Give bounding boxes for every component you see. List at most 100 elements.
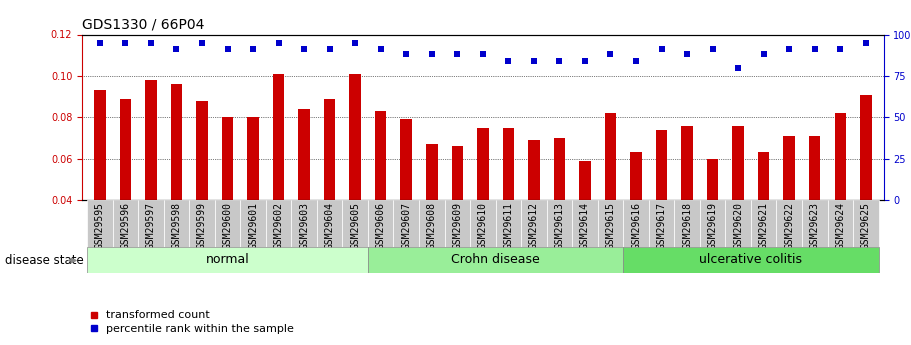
Bar	[350, 74, 361, 283]
Text: GSM29612: GSM29612	[529, 203, 539, 249]
Text: GSM29624: GSM29624	[835, 203, 845, 249]
Bar	[452, 146, 463, 283]
Text: GSM29609: GSM29609	[452, 203, 462, 249]
Text: GSM29619: GSM29619	[708, 203, 718, 249]
Point	[425, 52, 439, 57]
Bar	[247, 117, 259, 283]
Bar	[656, 130, 667, 283]
Bar	[598, 200, 623, 247]
Legend: transformed count, percentile rank within the sample: transformed count, percentile rank withi…	[87, 308, 297, 336]
Bar	[368, 247, 623, 273]
Point	[271, 40, 286, 46]
Point	[501, 58, 516, 64]
Text: GSM29616: GSM29616	[631, 203, 641, 249]
Point	[552, 58, 567, 64]
Point	[731, 65, 745, 70]
Bar	[324, 99, 335, 283]
Text: GSM29620: GSM29620	[733, 203, 743, 249]
Bar	[572, 200, 598, 247]
Text: GSM29597: GSM29597	[146, 203, 156, 249]
Point	[399, 52, 414, 57]
Point	[680, 52, 694, 57]
Text: GSM29622: GSM29622	[784, 203, 794, 249]
Bar	[419, 200, 445, 247]
Text: GSM29625: GSM29625	[861, 203, 871, 249]
Bar	[623, 247, 878, 273]
Bar	[292, 200, 317, 247]
Bar	[732, 126, 744, 283]
Bar	[215, 200, 241, 247]
Text: GSM29613: GSM29613	[555, 203, 565, 249]
Bar	[834, 113, 846, 283]
Text: Crohn disease: Crohn disease	[451, 253, 540, 266]
Point	[476, 52, 490, 57]
Bar	[802, 200, 827, 247]
Bar	[547, 200, 572, 247]
Point	[144, 40, 159, 46]
Text: GSM29595: GSM29595	[95, 203, 105, 249]
Text: GSM29599: GSM29599	[197, 203, 207, 249]
Point	[629, 58, 643, 64]
Point	[118, 40, 133, 46]
Bar	[401, 119, 412, 283]
Bar	[827, 200, 853, 247]
Text: GSM29621: GSM29621	[759, 203, 769, 249]
Bar	[94, 90, 106, 283]
Bar	[707, 159, 719, 283]
Text: GSM29615: GSM29615	[606, 203, 616, 249]
Bar	[758, 152, 770, 283]
Text: GSM29603: GSM29603	[299, 203, 309, 249]
Point	[220, 47, 235, 52]
Text: GSM29605: GSM29605	[350, 203, 360, 249]
Text: disease state: disease state	[5, 254, 83, 267]
Bar	[674, 200, 700, 247]
Point	[756, 52, 771, 57]
Bar	[164, 200, 189, 247]
Bar	[477, 128, 488, 283]
Bar	[623, 200, 649, 247]
Bar	[196, 101, 208, 283]
Bar	[317, 200, 343, 247]
Point	[603, 52, 618, 57]
Bar	[503, 128, 514, 283]
Point	[858, 40, 873, 46]
Bar	[87, 247, 368, 273]
Bar	[368, 200, 394, 247]
Bar	[528, 140, 539, 283]
Bar	[394, 200, 419, 247]
Bar	[630, 152, 641, 283]
Point	[246, 47, 261, 52]
Text: ulcerative colitis: ulcerative colitis	[700, 253, 803, 266]
Bar	[496, 200, 521, 247]
Bar	[783, 136, 795, 283]
Point	[527, 58, 541, 64]
Point	[782, 47, 796, 52]
Text: normal: normal	[206, 253, 250, 266]
Bar	[605, 113, 616, 283]
Bar	[189, 200, 215, 247]
Text: GSM29602: GSM29602	[273, 203, 283, 249]
Bar	[521, 200, 547, 247]
Bar	[221, 117, 233, 283]
Text: GSM29606: GSM29606	[375, 203, 385, 249]
Bar	[170, 84, 182, 283]
Point	[705, 47, 720, 52]
Text: GSM29610: GSM29610	[478, 203, 487, 249]
Bar	[700, 200, 725, 247]
Bar	[853, 200, 878, 247]
Text: GSM29607: GSM29607	[401, 203, 411, 249]
Point	[807, 47, 822, 52]
Bar	[751, 200, 776, 247]
Point	[322, 47, 337, 52]
Text: GDS1330 / 66P04: GDS1330 / 66P04	[82, 18, 204, 32]
Bar	[241, 200, 266, 247]
Text: GSM29601: GSM29601	[248, 203, 258, 249]
Bar	[119, 99, 131, 283]
Point	[374, 47, 388, 52]
Point	[450, 52, 465, 57]
Bar	[343, 200, 368, 247]
Bar	[266, 200, 292, 247]
Point	[297, 47, 312, 52]
Bar	[860, 95, 872, 283]
Text: GSM29604: GSM29604	[324, 203, 334, 249]
